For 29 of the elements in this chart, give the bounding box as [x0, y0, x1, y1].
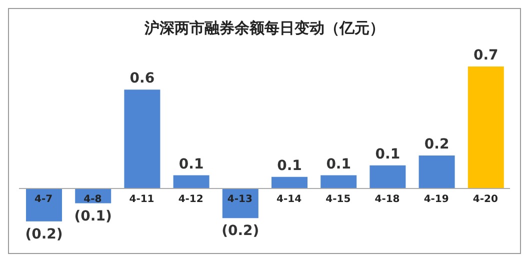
- x-tick-label: 4-7: [34, 194, 53, 206]
- chart-title: 沪深两市融券余额每日变动（亿元）: [144, 19, 386, 38]
- x-tick-label: 4-11: [129, 194, 154, 206]
- bar: [124, 90, 160, 188]
- x-tick-label: 4-8: [84, 194, 102, 206]
- bar: [418, 155, 455, 188]
- data-label: (0.2): [25, 226, 63, 242]
- data-label: 0.7: [473, 47, 498, 64]
- bar: [370, 165, 406, 188]
- data-label: 0.1: [326, 156, 352, 172]
- bar: [272, 176, 308, 188]
- x-tick-label: 4-13: [227, 194, 252, 206]
- x-tick-label: 4-12: [178, 194, 204, 206]
- bar: [173, 175, 210, 188]
- x-tick-label: 4-18: [374, 194, 400, 206]
- data-label: 0.1: [178, 156, 204, 172]
- data-label: (0.2): [222, 223, 260, 240]
- bar: [320, 175, 357, 188]
- x-tick-label: 4-15: [326, 194, 351, 206]
- bar: [26, 188, 62, 222]
- x-tick-label: 4-19: [424, 194, 449, 206]
- bar: [468, 66, 504, 188]
- data-label: 0.1: [277, 158, 302, 174]
- data-label: 0.6: [130, 70, 155, 87]
- data-label: 0.2: [424, 136, 450, 152]
- x-tick-label: 4-20: [472, 194, 498, 206]
- data-label: (0.1): [74, 208, 112, 224]
- data-label: 0.1: [375, 146, 400, 162]
- x-tick-label: 4-14: [276, 194, 302, 206]
